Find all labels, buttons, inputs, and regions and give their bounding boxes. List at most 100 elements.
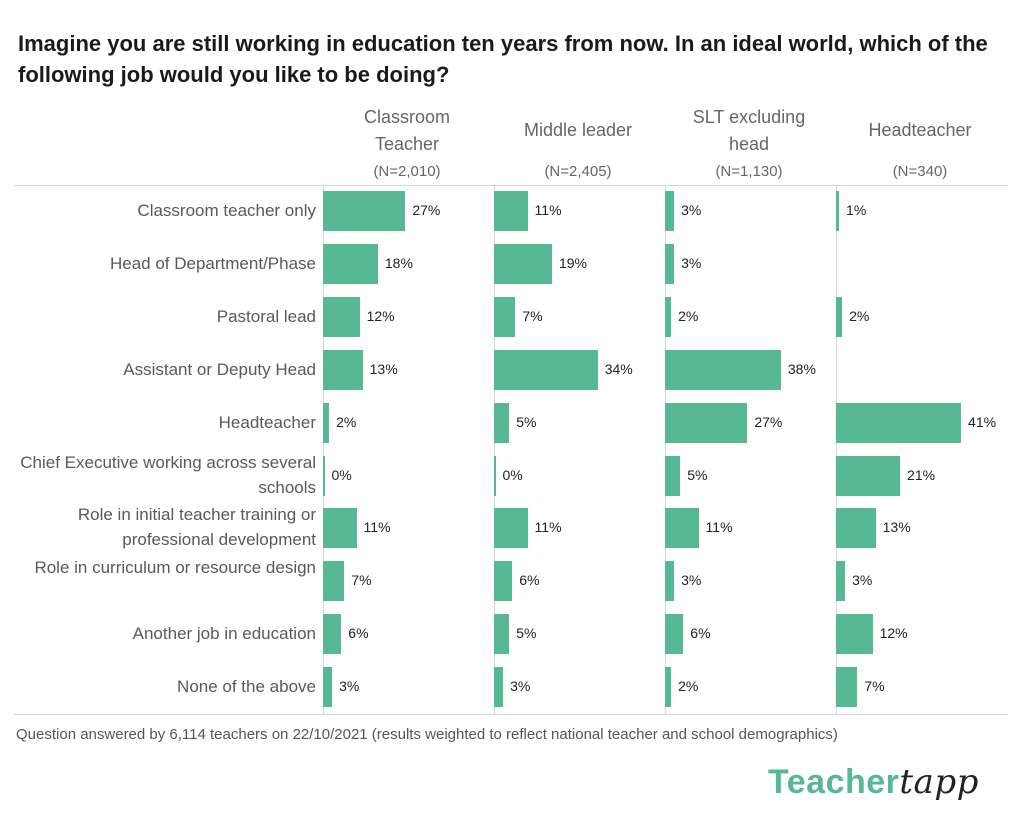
data-label: 13%: [882, 519, 911, 536]
panel-axis-line: [323, 185, 324, 714]
data-label: 5%: [516, 625, 537, 642]
category-label: Assistant or Deputy Head: [123, 359, 316, 379]
data-label: 12%: [879, 625, 908, 642]
category-label: Head of Department/Phase: [109, 253, 316, 273]
panel-axis-line: [836, 185, 837, 714]
bar: [665, 667, 672, 708]
bar: [836, 614, 873, 655]
bar: [665, 243, 675, 284]
data-label: 2%: [849, 307, 870, 324]
bar: [665, 561, 675, 602]
data-label: 3%: [339, 678, 360, 695]
column-title: Headteacher: [868, 120, 972, 140]
bottom-divider: [14, 714, 1008, 715]
data-label: 18%: [384, 254, 413, 271]
bar: [494, 191, 528, 231]
bar: [494, 455, 496, 496]
bar: [836, 508, 876, 549]
category-label: Role in initial teacher training or prof…: [77, 505, 316, 550]
data-label: 11%: [534, 202, 562, 218]
bar: [665, 508, 699, 549]
chart-title: Imagine you are still working in educati…: [18, 31, 988, 87]
bar: [323, 243, 378, 284]
data-label: 12%: [366, 307, 395, 324]
data-label: 2%: [336, 413, 357, 430]
bar: [836, 191, 840, 231]
panel-axis-line: [494, 185, 495, 714]
data-label: 2%: [678, 307, 699, 324]
data-label: 6%: [348, 625, 369, 642]
bar: [494, 667, 504, 708]
data-label: 3%: [681, 254, 702, 271]
data-label: 3%: [681, 202, 702, 218]
column-title: Middle leader: [523, 120, 633, 140]
bar: [665, 614, 684, 655]
data-label: 13%: [369, 360, 398, 377]
category-label: Chief Executive working across several s…: [20, 452, 316, 497]
data-label: 6%: [519, 572, 540, 589]
data-label: 11%: [363, 519, 391, 536]
category-label: Classroom teacher only: [137, 201, 316, 220]
data-label: 38%: [787, 360, 816, 377]
data-label: 3%: [510, 678, 531, 695]
bar: [323, 614, 342, 655]
category-label: Pastoral lead: [216, 306, 316, 326]
data-label: 3%: [681, 572, 702, 589]
data-label: 6%: [690, 625, 711, 642]
logo-text-teacher: Teacher: [768, 763, 900, 801]
bar: [494, 402, 510, 443]
bar: [665, 455, 681, 496]
column-sample-size: (N=2,405): [544, 163, 612, 180]
data-label: 11%: [705, 519, 733, 536]
bar: [494, 561, 513, 602]
data-label: 3%: [852, 572, 873, 589]
bar: [323, 296, 360, 337]
bar: [323, 508, 357, 549]
bar: [494, 243, 552, 284]
bar: [323, 349, 363, 390]
data-label: 7%: [351, 572, 372, 589]
logo-text-tapp: tapp: [899, 762, 979, 802]
category-label: None of the above: [177, 677, 316, 697]
data-label: 5%: [687, 466, 708, 483]
panel-axis-line: [665, 185, 666, 714]
column-sample-size: (N=1,130): [715, 163, 783, 180]
data-label: 1%: [846, 202, 867, 218]
bar: [323, 191, 406, 231]
bar: [494, 349, 598, 390]
bar: [323, 455, 325, 496]
data-label: 0%: [502, 466, 523, 483]
data-label: 34%: [604, 360, 633, 377]
header-divider: [14, 185, 1008, 186]
bar: [494, 614, 510, 655]
bar: [323, 667, 333, 708]
data-label: 11%: [534, 519, 562, 536]
bar: [665, 349, 781, 390]
bar: [323, 561, 345, 602]
bar: [665, 296, 672, 337]
data-label: 5%: [516, 413, 537, 430]
data-label: 7%: [522, 307, 543, 324]
column-sample-size: (N=340): [892, 163, 948, 180]
teachertapp-logo: Teachertapp: [768, 762, 979, 802]
bar: [836, 296, 843, 337]
bar: [836, 455, 901, 496]
bar: [836, 667, 858, 708]
bar: [836, 561, 846, 602]
column-sample-size: (N=2,010): [373, 163, 441, 180]
data-label: 7%: [864, 678, 885, 695]
category-label: Headteacher: [218, 412, 316, 432]
column-title: SLT excluding head: [692, 107, 806, 154]
category-label: Role in curriculum or resource design: [34, 558, 316, 578]
category-label: Another job in education: [132, 624, 316, 644]
column-title: Classroom Teacher: [363, 107, 451, 154]
bar: [665, 191, 675, 231]
data-label: 27%: [754, 413, 783, 430]
footnote: Question answered by 6,114 teachers on 2…: [16, 726, 838, 743]
data-label: 19%: [558, 254, 587, 271]
data-label: 2%: [678, 678, 699, 695]
bar: [494, 508, 528, 549]
data-label: 0%: [331, 466, 352, 483]
bar: [836, 402, 962, 443]
bar: [494, 296, 516, 337]
